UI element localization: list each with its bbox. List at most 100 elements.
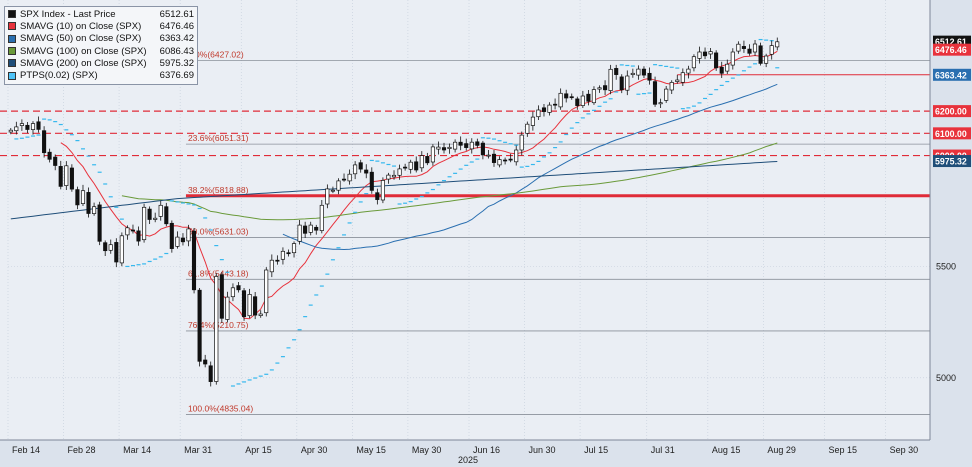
candle-body: [119, 235, 124, 264]
candle-body: [14, 126, 19, 132]
candle-body: [264, 269, 269, 314]
x-tick-label: Aug 15: [712, 445, 741, 455]
candle-body: [341, 178, 347, 181]
candle-body: [747, 48, 752, 54]
legend-item[interactable]: SMAVG (200) on Close (SPX) 5975.32: [8, 57, 194, 69]
candle-body: [97, 204, 102, 242]
candle-body: [80, 190, 86, 204]
candle-body: [297, 224, 302, 242]
price-label-box: [933, 43, 971, 56]
price-label-text: 6100.00: [935, 129, 967, 139]
candle-body: [403, 166, 408, 169]
moving-averages: [10, 50, 778, 320]
legend-item[interactable]: PTPS(0.02) (SPX) 6376.69: [8, 69, 194, 81]
candle-body: [697, 51, 702, 59]
candle-body: [369, 171, 374, 191]
candle-body: [142, 206, 147, 241]
candle-body: [336, 180, 341, 191]
candle-body: [536, 109, 541, 118]
legend-swatch: [8, 47, 16, 56]
legend-value: 6376.69: [159, 70, 194, 82]
candle-body: [430, 146, 435, 163]
candle-body: [775, 41, 780, 48]
candle-body: [425, 156, 430, 164]
candle-body: [391, 174, 397, 178]
candle-body: [42, 130, 47, 154]
candle-body: [758, 45, 763, 64]
fib-level-label: 0.0%(6427.02): [188, 50, 244, 60]
fib-level-label: 50.0%(5631.03): [188, 227, 249, 237]
candle-body: [436, 146, 441, 150]
candle-body: [53, 156, 58, 166]
candle-body: [375, 192, 380, 200]
candle-body: [114, 242, 119, 263]
candle-body: [386, 174, 391, 180]
candle-body: [353, 164, 358, 175]
legend-item[interactable]: SMAVG (10) on Close (SPX) 6476.46: [8, 20, 194, 32]
legend-swatch: [8, 10, 16, 19]
candle-body: [380, 180, 385, 201]
x-tick-label: Jul 31: [651, 445, 675, 455]
legend-value: 6512.61: [159, 8, 194, 20]
candle-body: [8, 129, 13, 133]
price-label-text: 6363.42: [935, 70, 967, 80]
axes: Feb 14 Feb 28 Mar 14 Mar 31 Apr 15 Apr 30 May …: [0, 0, 971, 455]
candle-body: [603, 85, 608, 91]
candle-body: [680, 72, 685, 83]
candle-body: [497, 159, 502, 166]
grid: [7, 0, 930, 440]
candle-body: [308, 224, 313, 233]
price-label: 6476.46: [933, 43, 971, 56]
legend-label: SMAVG (10) on Close (SPX): [20, 20, 142, 32]
candle-body: [586, 93, 591, 102]
x-tick-label: Aug 29: [767, 445, 796, 455]
price-label-text: 6476.46: [935, 45, 967, 55]
candle-body: [147, 208, 152, 220]
candle-body: [441, 147, 447, 151]
candle-body: [608, 68, 613, 91]
x-tick-label: Apr 15: [245, 445, 272, 455]
fib-level-label: 23.6%(6051.31): [188, 133, 249, 143]
candle-body: [225, 296, 230, 320]
candle-body: [191, 230, 197, 291]
candle-body: [525, 123, 530, 134]
candle-body: [92, 206, 97, 214]
x-tick-label: Mar 31: [184, 445, 212, 455]
candle-body: [530, 116, 535, 126]
price-label-text: 6200.00: [935, 107, 967, 117]
price-label-box: [933, 68, 971, 81]
candle-body: [47, 151, 52, 160]
legend-item[interactable]: SMAVG (50) on Close (SPX) 6363.42: [8, 33, 194, 45]
candle-body: [630, 72, 635, 75]
legend-item[interactable]: SPX Index - Last Price 6512.61: [8, 8, 194, 20]
legend-swatch: [8, 22, 16, 31]
legend-label: SPX Index - Last Price: [20, 8, 116, 20]
candle-body: [664, 88, 669, 101]
candle-body: [658, 102, 663, 105]
candle-body: [108, 244, 113, 251]
legend-label: SMAVG (200) on Close (SPX): [20, 57, 147, 69]
candle-body: [75, 189, 80, 206]
candle-body: [241, 290, 247, 318]
x-tick-label: Feb 28: [68, 445, 96, 455]
candle-body: [730, 51, 735, 66]
candle-body: [691, 56, 696, 69]
candle-body: [514, 149, 519, 163]
candle-body: [475, 141, 480, 146]
legend-label: PTPS(0.02) (SPX): [20, 70, 98, 82]
candle-body: [591, 89, 596, 104]
candle-body: [408, 161, 413, 170]
candle-body: [125, 227, 130, 236]
candle-body: [30, 123, 36, 130]
x-tick-label: Jun 30: [529, 445, 556, 455]
x-tick-label: Jun 16: [473, 445, 500, 455]
candle-body: [686, 68, 691, 74]
candle-body: [358, 162, 363, 170]
candle-body: [614, 68, 619, 75]
legend-item[interactable]: SMAVG (100) on Close (SPX) 6086.43: [8, 45, 194, 57]
price-label-box: [933, 105, 971, 118]
legend-swatch: [8, 71, 16, 80]
candle-body: [236, 285, 241, 291]
candle-body: [330, 189, 335, 192]
